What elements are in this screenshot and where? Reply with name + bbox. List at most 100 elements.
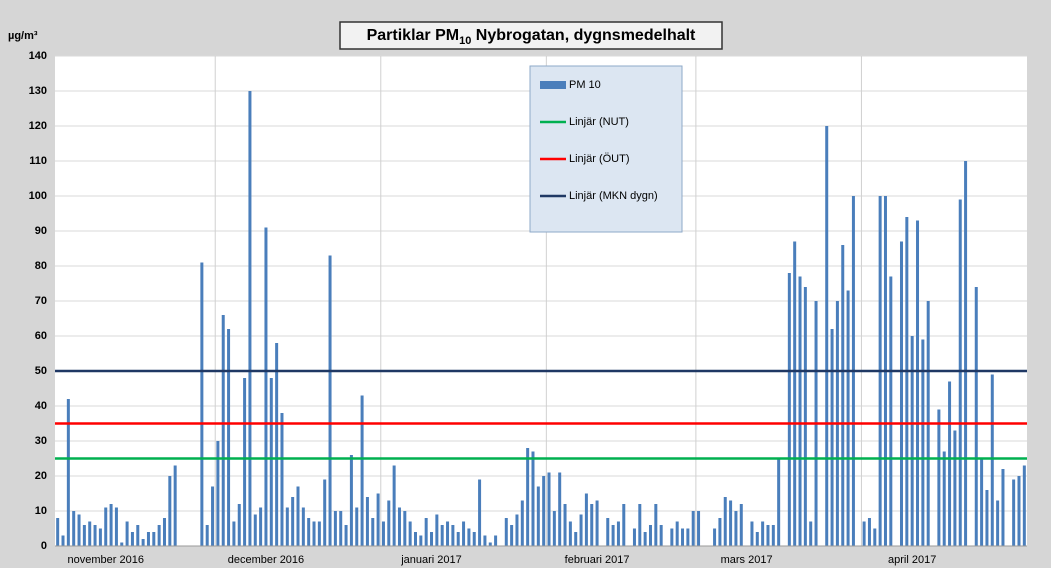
- bar: [355, 507, 359, 546]
- bar: [478, 479, 482, 546]
- bar: [360, 395, 364, 546]
- bar: [317, 521, 321, 546]
- bar: [403, 511, 407, 546]
- bar: [424, 518, 428, 546]
- bar: [376, 493, 380, 546]
- legend-items: PM 10 Linjär (NUT) Linjär (ÖUT) Linjär (MKN…: [540, 79, 658, 202]
- bar: [622, 504, 626, 546]
- bar: [830, 329, 834, 546]
- bar: [948, 381, 952, 546]
- legend-label: Linjär (NUT): [569, 116, 629, 128]
- bar: [584, 493, 588, 546]
- y-tick-label: 140: [29, 50, 47, 62]
- bars: [56, 91, 1026, 546]
- bar: [590, 504, 594, 546]
- bar: [638, 504, 642, 546]
- bar: [510, 525, 514, 546]
- bar: [771, 525, 775, 546]
- lines: [55, 369, 1027, 460]
- bar: [269, 378, 273, 546]
- bar: [371, 518, 375, 546]
- y-tick-label: 130: [29, 85, 47, 97]
- bar: [734, 511, 738, 546]
- legend-label: PM 10: [569, 79, 601, 91]
- bar: [205, 525, 209, 546]
- y-tick-label: 50: [35, 365, 47, 377]
- bar: [579, 514, 583, 546]
- bar: [841, 245, 845, 546]
- bar: [146, 532, 150, 546]
- bar: [413, 532, 417, 546]
- bar: [996, 500, 1000, 546]
- bar: [980, 458, 984, 546]
- bar: [173, 465, 177, 546]
- bar: [846, 290, 850, 546]
- bar: [130, 532, 134, 546]
- bar: [985, 490, 989, 546]
- bar: [61, 535, 65, 546]
- bar: [504, 518, 508, 546]
- bar: [526, 448, 530, 546]
- bar: [825, 126, 829, 546]
- bar: [611, 525, 615, 546]
- bar: [339, 511, 343, 546]
- bar: [937, 409, 941, 546]
- bar: [483, 535, 487, 546]
- bar: [243, 378, 247, 546]
- x-tick-label: november 2016: [68, 554, 144, 566]
- bar: [264, 227, 268, 546]
- y-tick-label: 110: [29, 155, 47, 167]
- bar: [697, 511, 701, 546]
- bar: [873, 528, 877, 546]
- bar: [104, 507, 108, 546]
- bar: [723, 497, 727, 546]
- bar: [595, 500, 599, 546]
- bar: [729, 500, 733, 546]
- bar: [916, 220, 920, 546]
- bar: [494, 535, 498, 546]
- bar: [296, 486, 300, 546]
- bar: [397, 507, 401, 546]
- bar: [312, 521, 316, 546]
- bar: [958, 199, 962, 546]
- bar: [77, 514, 81, 546]
- bar: [467, 528, 471, 546]
- bar: [232, 521, 236, 546]
- bar: [387, 500, 391, 546]
- bar: [227, 329, 231, 546]
- bar: [905, 217, 909, 546]
- bar: [365, 497, 369, 546]
- y-tick-label: 20: [35, 470, 47, 482]
- bar: [328, 255, 332, 546]
- x-tick-label: februari 2017: [565, 554, 630, 566]
- bar: [456, 532, 460, 546]
- bar: [990, 374, 994, 546]
- bar: [1001, 469, 1005, 546]
- bar: [392, 465, 396, 546]
- bar: [515, 514, 519, 546]
- x-tick-label: april 2017: [888, 554, 936, 566]
- bar: [803, 287, 807, 546]
- y-tick-label: 30: [35, 435, 47, 447]
- bar: [659, 525, 663, 546]
- legend: [529, 65, 683, 233]
- title-box: [339, 21, 723, 50]
- bar: [253, 514, 257, 546]
- y-unit: µg/m³: [8, 30, 38, 42]
- bar: [259, 507, 263, 546]
- y-tick-label: 40: [35, 400, 47, 412]
- bar: [643, 532, 647, 546]
- x-tick-label: mars 2017: [721, 554, 773, 566]
- bar: [750, 521, 754, 546]
- bar: [739, 504, 743, 546]
- bar: [307, 518, 311, 546]
- bar: [552, 511, 556, 546]
- bar: [157, 525, 161, 546]
- bar: [536, 486, 540, 546]
- y-tick-label: 70: [35, 295, 47, 307]
- bar: [168, 476, 172, 546]
- bar: [72, 511, 76, 546]
- bar: [1012, 479, 1016, 546]
- bar: [632, 528, 636, 546]
- bar: [1022, 465, 1026, 546]
